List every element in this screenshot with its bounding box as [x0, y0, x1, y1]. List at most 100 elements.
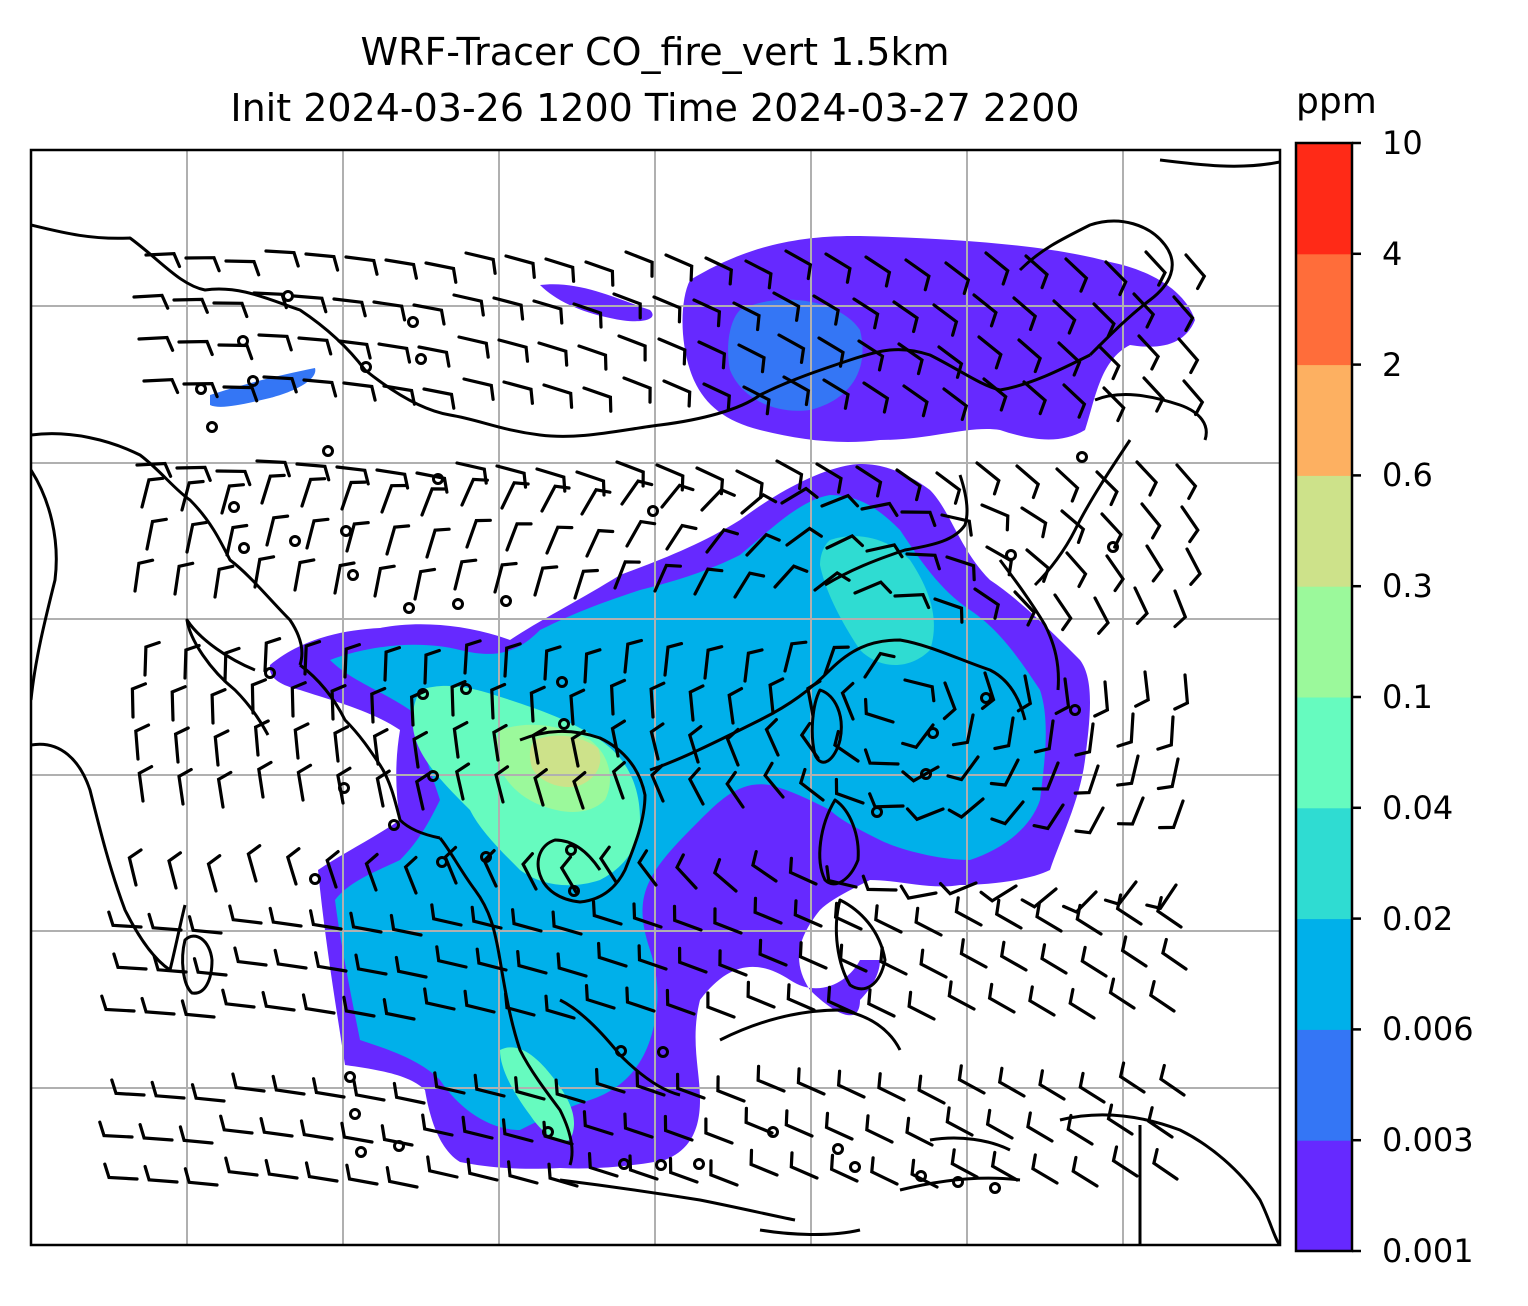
wind-barb [751, 850, 778, 883]
wind-barb [997, 1066, 1026, 1098]
wind-barb [112, 952, 148, 971]
wind-barb [1095, 470, 1119, 507]
wind-barb [657, 337, 687, 366]
wind-barb [250, 678, 267, 715]
wind-barb [503, 642, 522, 678]
wind-barb [919, 948, 948, 979]
wind-barb [825, 533, 864, 550]
wind-barb [1060, 509, 1086, 544]
wind-barb [264, 249, 300, 268]
wind-barb [544, 994, 576, 1020]
wind-barb [532, 299, 564, 325]
colorbar-segment [1296, 586, 1352, 698]
wind-barb [1057, 341, 1082, 377]
wind-barb [763, 761, 785, 799]
wind-barb [330, 684, 347, 721]
wind-barb [744, 259, 773, 290]
wind-barb [224, 259, 261, 277]
wind-barb [668, 1156, 699, 1184]
wind-barb [1071, 1155, 1099, 1188]
wind-barb [295, 462, 331, 482]
wind-barb [373, 564, 396, 598]
wind-barb [865, 543, 904, 559]
wind-barb [1137, 334, 1161, 371]
wind-barb [764, 718, 780, 757]
wind-barb [799, 721, 820, 760]
wind-barb [980, 671, 996, 710]
wind-barb [380, 483, 408, 514]
wind-barb [1062, 890, 1098, 914]
wind-barb [697, 340, 727, 370]
wind-barb [542, 383, 574, 409]
wind-barb [1062, 383, 1087, 419]
colorbar-tick-label: 0.006 [1382, 1010, 1474, 1049]
wind-barb [221, 988, 256, 1009]
wind-barb [957, 1064, 986, 1095]
wind-barb [853, 580, 893, 595]
wind-barb [1108, 977, 1136, 1010]
wind-barb [725, 770, 745, 809]
wind-barb [325, 850, 340, 889]
wind-barb [170, 685, 187, 722]
wind-barb [796, 1067, 826, 1096]
wind-barb [737, 343, 766, 374]
wind-barb [470, 905, 503, 930]
wind-barb [1116, 796, 1145, 826]
wind-barb [212, 301, 249, 319]
wind-barb [392, 1081, 426, 1105]
wind-barb [1026, 1111, 1054, 1143]
wind-barb [206, 854, 222, 893]
map-title-line2: Init 2024-03-26 1200 Time 2024-03-27 220… [230, 86, 1080, 130]
wind-barb [420, 487, 448, 517]
wind-barb [1173, 589, 1188, 629]
wind-barb [820, 493, 860, 508]
wind-barb [672, 904, 703, 932]
wind-barb [1182, 379, 1205, 417]
wind-barb [712, 858, 738, 893]
wind-barb [652, 295, 682, 324]
wind-barb [979, 884, 1018, 903]
wind-barb [623, 638, 643, 674]
wind-barb [649, 722, 665, 761]
wind-barb [1133, 586, 1149, 625]
wind-barb [1031, 1153, 1059, 1185]
wind-barb [989, 758, 1020, 787]
wind-barb [784, 1109, 814, 1138]
wind-barb [1016, 674, 1033, 713]
wind-barb [222, 385, 259, 403]
wind-barb [263, 637, 282, 673]
wind-barb [758, 938, 788, 967]
wind-barb [253, 555, 276, 589]
wind-barb [1184, 253, 1207, 291]
wind-barb [806, 679, 822, 718]
wind-barb [364, 852, 379, 892]
wind-barb [1135, 460, 1159, 497]
wind-barb [414, 772, 430, 811]
wind-barb [900, 510, 937, 527]
wind-barb [662, 379, 692, 408]
tracer-region-north-streak [540, 284, 653, 322]
wind-barb [262, 375, 298, 394]
wind-barb [862, 381, 890, 414]
wind-barb [784, 249, 813, 281]
wind-barb [417, 345, 451, 368]
wind-barb [384, 258, 418, 280]
wind-barb [412, 303, 446, 326]
wind-barb [354, 953, 388, 976]
wind-barb [533, 565, 559, 597]
wind-barb [1073, 764, 1100, 795]
wind-barb [130, 682, 147, 719]
wind-barb [175, 465, 212, 482]
wind-barb [833, 901, 863, 931]
wind-barb [864, 255, 892, 288]
wind-barb [253, 719, 270, 757]
wind-barb [297, 336, 333, 356]
wind-barb [993, 716, 1015, 751]
wind-barb [584, 260, 615, 287]
wind-barb [426, 1155, 459, 1179]
wind-barb [173, 726, 190, 764]
wind-barb [580, 488, 612, 516]
wind-barb [304, 252, 340, 272]
wind-barb [867, 988, 896, 1018]
wind-barb [664, 253, 694, 282]
